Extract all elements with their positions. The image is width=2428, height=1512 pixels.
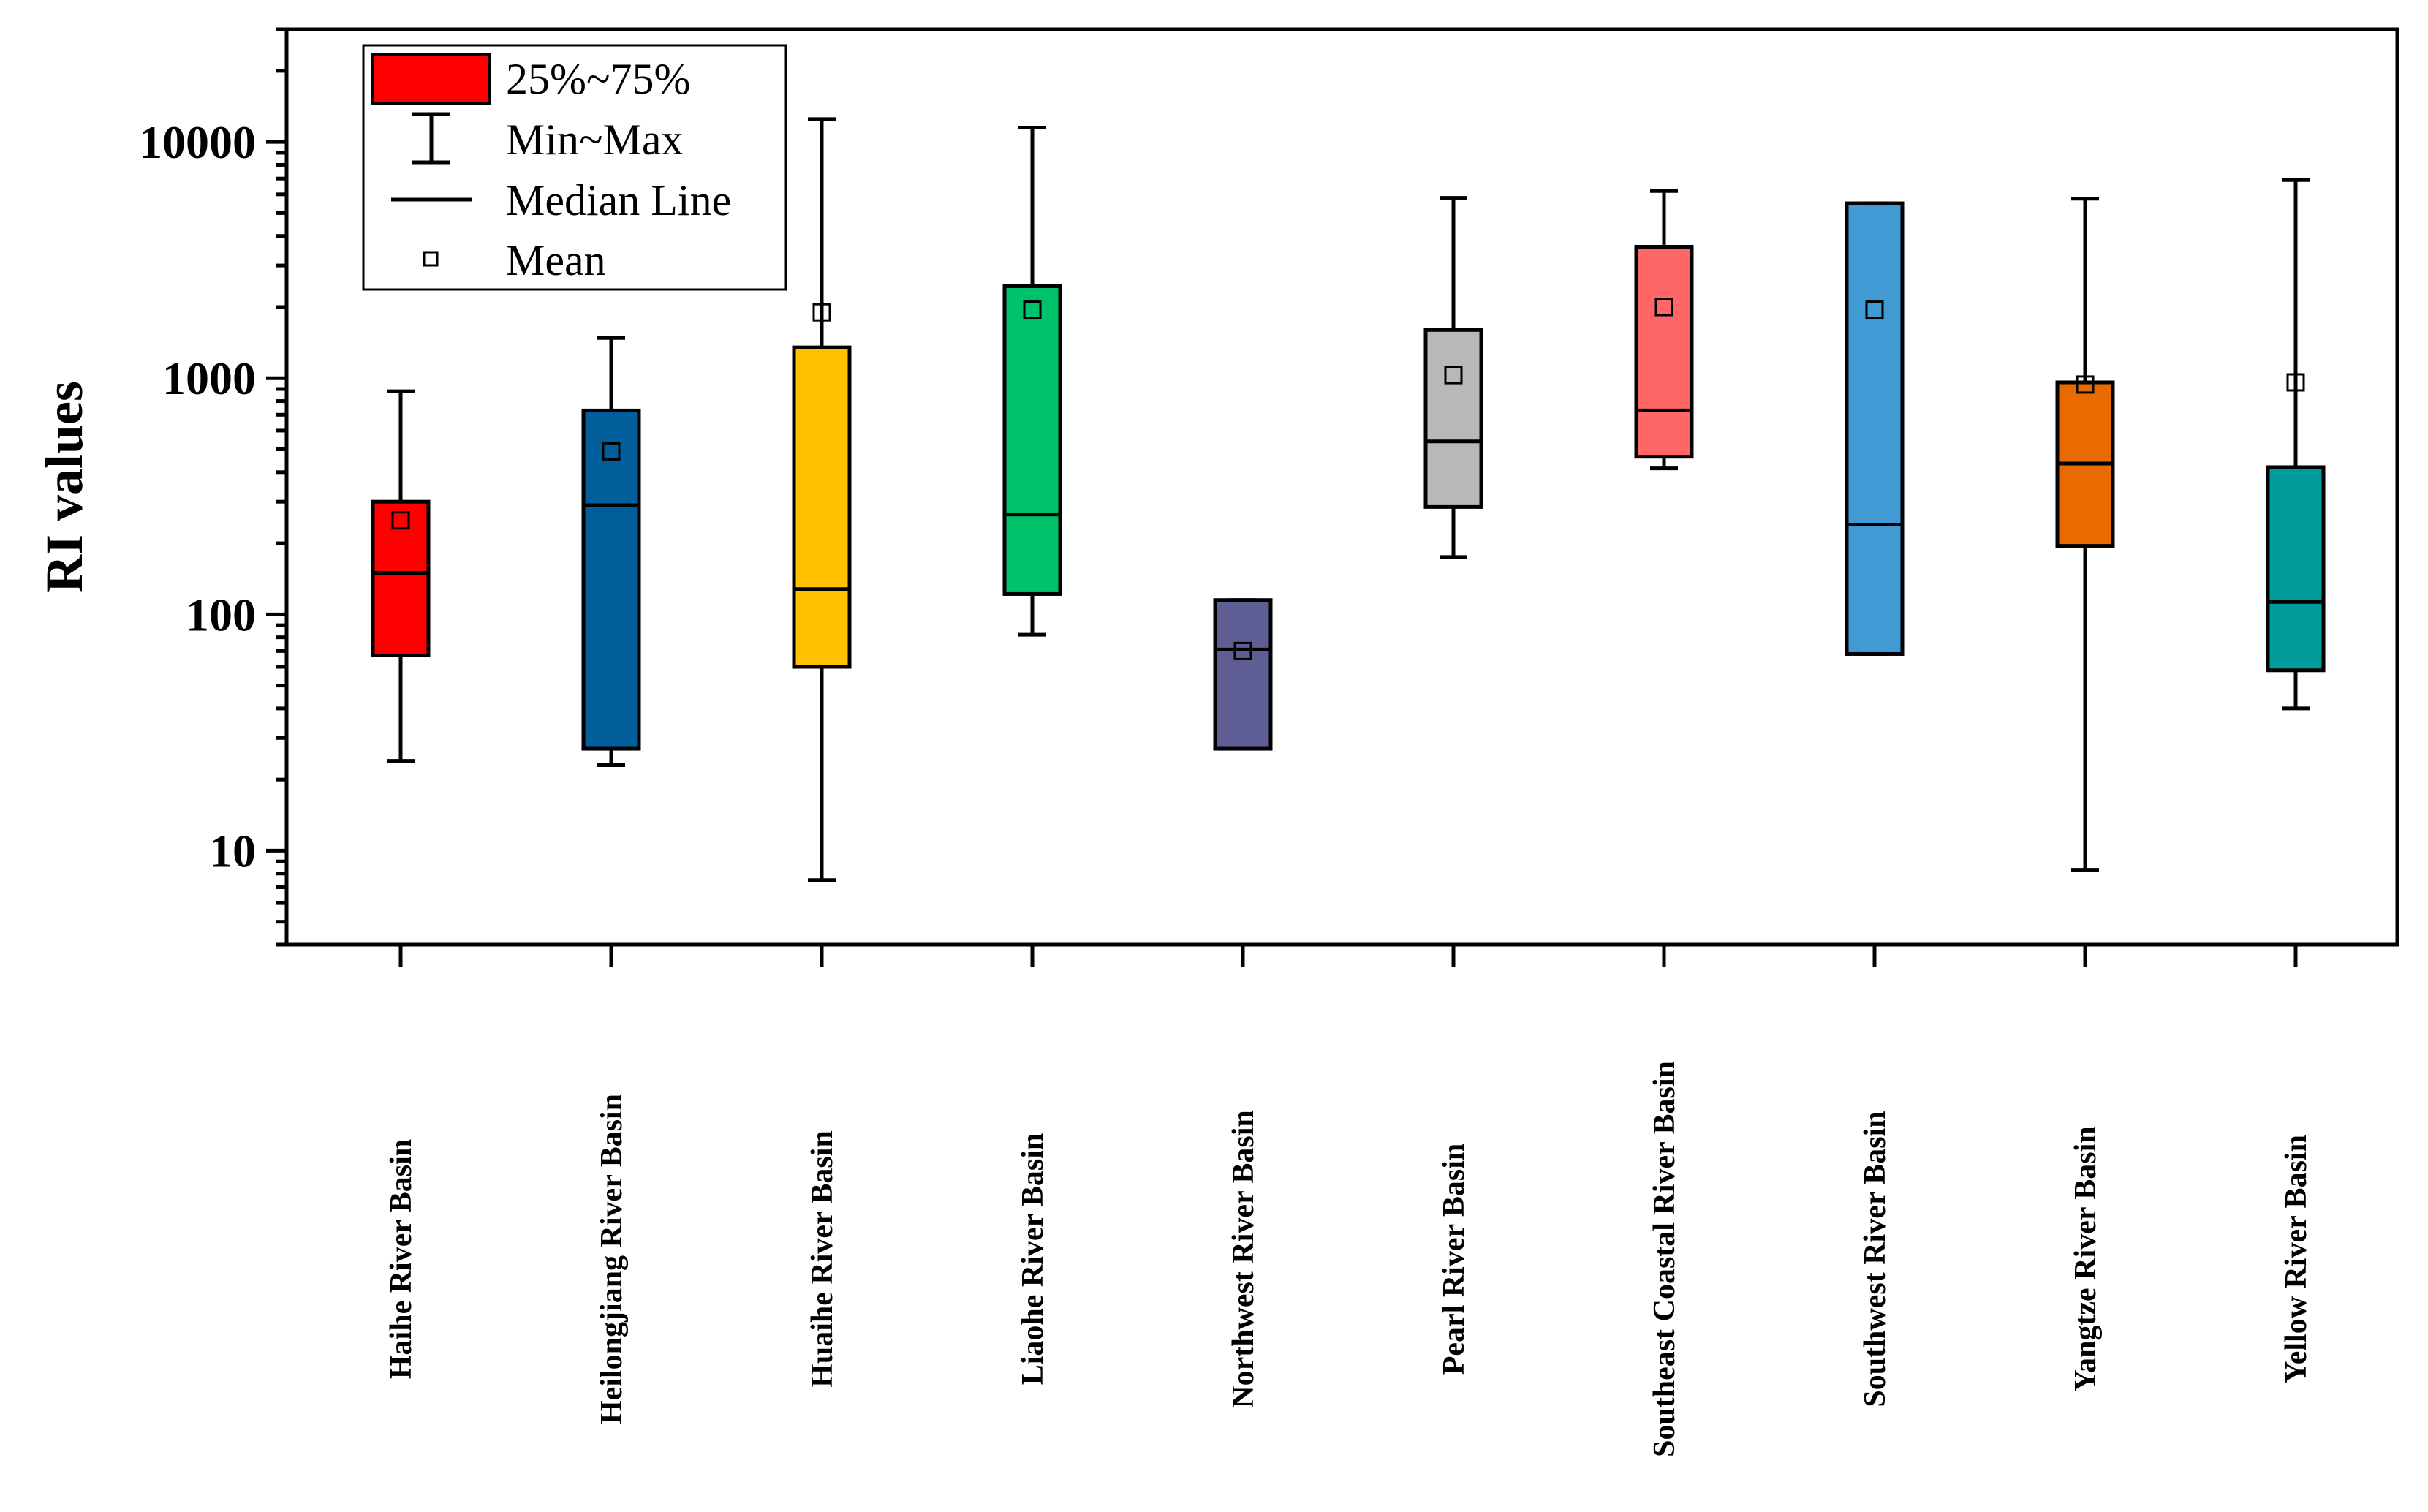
mean-marker (1654, 298, 1673, 317)
iqr-box (1634, 245, 1694, 459)
box-group (2055, 197, 2115, 872)
mean-marker (2286, 373, 2305, 392)
mean-marker (1023, 300, 1042, 320)
mean-marker (2076, 375, 2095, 394)
mean-marker (812, 303, 831, 322)
iqr-box (2266, 465, 2326, 673)
x-category-label: Yellow River Basin (2280, 1135, 2313, 1383)
x-category-label: Southeast Coastal River Basin (1648, 1061, 1682, 1457)
x-category-label: Yangtze River Basin (2069, 1126, 2103, 1391)
legend-median-label: Median Line (506, 176, 731, 224)
iqr-box (1423, 328, 1483, 509)
legend-box-label: 25%~75% (506, 55, 690, 103)
iqr-box (1002, 284, 1062, 596)
plot-frame (284, 27, 2399, 947)
x-category-label: Pearl River Basin (1437, 1144, 1471, 1375)
y-tick-label: 10 (209, 825, 256, 877)
y-tick-label: 100 (186, 589, 256, 640)
x-category-label: Huaihe River Basin (806, 1130, 839, 1388)
y-tick-label: 1000 (162, 352, 256, 404)
mean-marker (1865, 300, 1884, 320)
y-axis: 10 100 1000 10000 (139, 27, 287, 947)
box-group (1213, 598, 1273, 751)
x-axis: Haihe River Basin Heilongjiang River Basi… (385, 945, 2313, 1457)
box-group (1845, 201, 1905, 656)
legend-mean-label: Mean (506, 236, 606, 284)
x-category-label: Northwest River Basin (1227, 1110, 1260, 1408)
box-group (1423, 196, 1483, 559)
y-tick-label: 10000 (139, 116, 256, 168)
x-category-label: Southwest River Basin (1858, 1111, 1892, 1407)
x-category-label: Haihe River Basin (385, 1139, 418, 1379)
legend-box-swatch (371, 53, 491, 105)
iqr-box (371, 499, 431, 658)
legend: 25%~75% Min~Max Median Line Mean (362, 44, 787, 291)
iqr-box (1845, 201, 1905, 656)
box-group (2266, 178, 2326, 711)
mean-marker (1233, 641, 1252, 660)
iqr-box (792, 345, 852, 669)
box-group (1002, 126, 1062, 637)
x-category-label: Heilongjiang River Basin (595, 1094, 629, 1424)
box-group (1634, 189, 1694, 471)
y-axis-title: RI values (35, 381, 94, 593)
mean-marker (1444, 366, 1463, 385)
legend-whisker-label: Min~Max (506, 116, 683, 164)
x-category-label: Liaohe River Basin (1016, 1133, 1050, 1386)
legend-mean-icon (423, 251, 439, 267)
mean-marker (602, 442, 621, 461)
iqr-box (1213, 598, 1273, 751)
legend-whisker-icon (412, 112, 450, 165)
box-group (371, 389, 431, 763)
mean-marker (391, 511, 410, 530)
box-group (581, 336, 641, 768)
iqr-box (581, 408, 641, 751)
box-group (792, 117, 852, 882)
box-series (371, 117, 2326, 882)
